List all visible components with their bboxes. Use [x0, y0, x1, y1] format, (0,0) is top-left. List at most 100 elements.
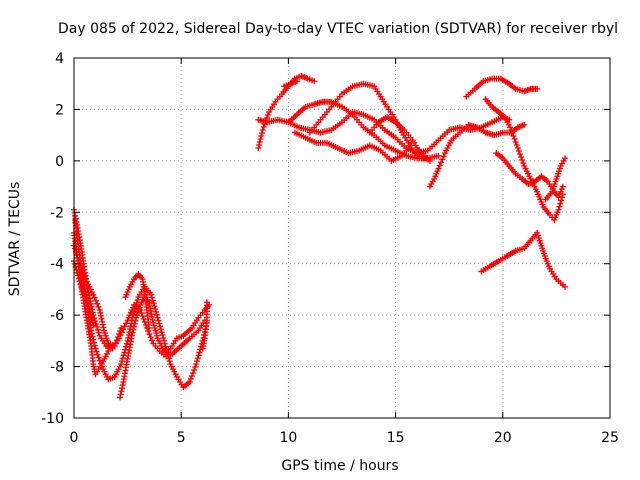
data-point: [148, 291, 155, 298]
data-point: [82, 296, 89, 303]
axis-ticks: 0 5 10 15 20 25 -10 -8 -6 -4 -2 0 2 4: [41, 51, 619, 446]
data-point: [134, 297, 141, 304]
data-point: [156, 320, 163, 327]
data-point: [514, 145, 521, 151]
data-point: [71, 245, 78, 252]
data-point: [256, 142, 263, 148]
data-point: [194, 358, 201, 365]
data-point: [187, 376, 194, 382]
data-point: [561, 155, 568, 162]
data-point: [265, 112, 272, 118]
y-tick-label: 4: [55, 51, 64, 67]
data-point: [510, 133, 517, 139]
data-point: [74, 269, 81, 276]
data-point: [95, 354, 102, 361]
data-point: [80, 290, 87, 297]
data-point: [558, 197, 565, 204]
x-tick-label: 10: [279, 430, 297, 446]
data-point: [188, 373, 195, 379]
data-point: [258, 133, 265, 139]
data-point: [96, 357, 103, 364]
data-point: [95, 303, 102, 310]
data-point: [192, 364, 199, 370]
series-track-7: [122, 271, 153, 331]
data-point: [77, 281, 84, 288]
series-track-12: [306, 80, 431, 162]
y-tick-label: -8: [50, 360, 64, 376]
data-point: [132, 305, 139, 312]
x-axis-label: GPS time / hours: [281, 458, 398, 474]
data-point: [132, 302, 139, 309]
x-tick-label: 25: [601, 430, 619, 446]
series-track-20: [478, 229, 568, 290]
data-point: [114, 334, 121, 340]
data-point: [118, 358, 125, 365]
data-point: [131, 323, 138, 330]
data-point: [90, 336, 97, 343]
data-point: [158, 329, 165, 336]
data-point: [557, 200, 564, 207]
data-point: [199, 345, 206, 352]
data-point: [512, 139, 519, 145]
data-point: [145, 328, 152, 335]
data-point: [436, 162, 443, 169]
data-point: [257, 136, 264, 142]
data-point: [83, 299, 90, 306]
data-point: [146, 331, 153, 338]
data-point: [439, 156, 446, 163]
series-track-6: [117, 291, 213, 401]
data-point: [92, 297, 99, 304]
data-point: [85, 305, 92, 312]
data-point: [146, 325, 153, 331]
data-point: [438, 159, 445, 166]
data-point: [118, 325, 125, 331]
data-point: [87, 313, 94, 320]
data-point: [75, 275, 82, 282]
series-track-14: [291, 129, 433, 164]
data-point: [193, 361, 200, 367]
x-tick-label: 15: [387, 430, 405, 446]
data-point: [149, 337, 156, 344]
data-point: [256, 139, 263, 145]
data-point: [112, 340, 119, 346]
y-tick-label: -4: [50, 257, 64, 273]
data-point: [160, 334, 167, 341]
data-point: [195, 352, 202, 359]
data-point: [87, 310, 94, 317]
data-point: [75, 272, 82, 279]
data-point: [166, 358, 173, 365]
data-point: [521, 121, 528, 128]
data-point: [157, 326, 164, 333]
data-point: [130, 326, 137, 333]
data-point: [154, 314, 161, 321]
data-point: [152, 306, 159, 313]
data-point: [555, 206, 562, 213]
data-point: [159, 332, 166, 339]
data-point: [165, 355, 172, 362]
data-point: [515, 148, 522, 154]
data-point: [148, 294, 155, 301]
data-point: [88, 316, 95, 323]
y-tick-label: 2: [55, 102, 64, 118]
plot-frame: [73, 57, 611, 419]
data-point: [561, 283, 568, 290]
data-point: [259, 127, 266, 133]
data-point: [293, 78, 300, 85]
series-track-13: [281, 78, 300, 90]
data-point: [508, 127, 515, 133]
data-point: [186, 379, 193, 385]
data-point: [113, 337, 120, 343]
data-point: [440, 153, 447, 160]
data-point: [516, 151, 523, 157]
data-point: [86, 307, 93, 314]
data-point: [94, 300, 101, 307]
chart-title: Day 085 of 2022, Sidereal Day-to-day VTE…: [58, 21, 618, 37]
data-points: [71, 73, 568, 401]
data-point: [518, 154, 525, 160]
data-point: [407, 134, 414, 141]
data-point: [511, 136, 518, 142]
data-point: [258, 130, 265, 136]
data-point: [255, 145, 262, 151]
data-point: [157, 323, 164, 330]
data-point: [117, 328, 124, 334]
